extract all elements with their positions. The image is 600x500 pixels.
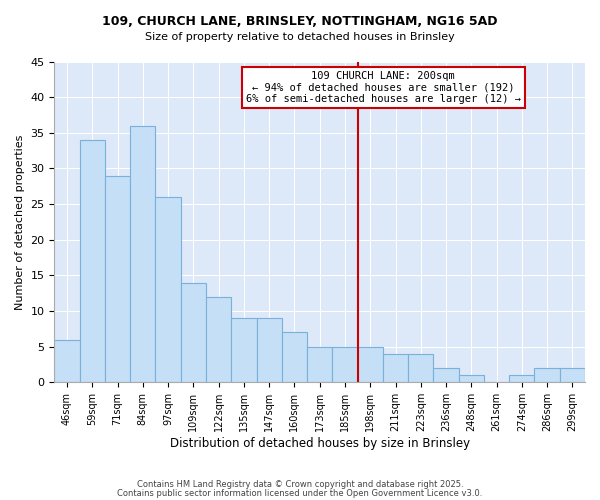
Bar [458,375,484,382]
Bar [257,318,282,382]
Text: 109, CHURCH LANE, BRINSLEY, NOTTINGHAM, NG16 5AD: 109, CHURCH LANE, BRINSLEY, NOTTINGHAM, … [102,15,498,28]
Bar [560,368,585,382]
Bar [383,354,408,382]
Y-axis label: Number of detached properties: Number of detached properties [15,134,25,310]
Bar [55,340,80,382]
Bar [155,197,181,382]
Bar [105,176,130,382]
Bar [509,375,535,382]
Bar [408,354,433,382]
Text: Contains HM Land Registry data © Crown copyright and database right 2025.: Contains HM Land Registry data © Crown c… [137,480,463,489]
Bar [433,368,458,382]
Bar [130,126,155,382]
Text: Size of property relative to detached houses in Brinsley: Size of property relative to detached ho… [145,32,455,42]
Bar [535,368,560,382]
Bar [307,346,332,382]
Bar [206,297,231,382]
Bar [332,346,358,382]
Bar [231,318,257,382]
Text: 109 CHURCH LANE: 200sqm
← 94% of detached houses are smaller (192)
6% of semi-de: 109 CHURCH LANE: 200sqm ← 94% of detache… [246,71,521,104]
Bar [80,140,105,382]
Bar [181,282,206,382]
Bar [358,346,383,382]
X-axis label: Distribution of detached houses by size in Brinsley: Distribution of detached houses by size … [170,437,470,450]
Bar [282,332,307,382]
Text: Contains public sector information licensed under the Open Government Licence v3: Contains public sector information licen… [118,488,482,498]
